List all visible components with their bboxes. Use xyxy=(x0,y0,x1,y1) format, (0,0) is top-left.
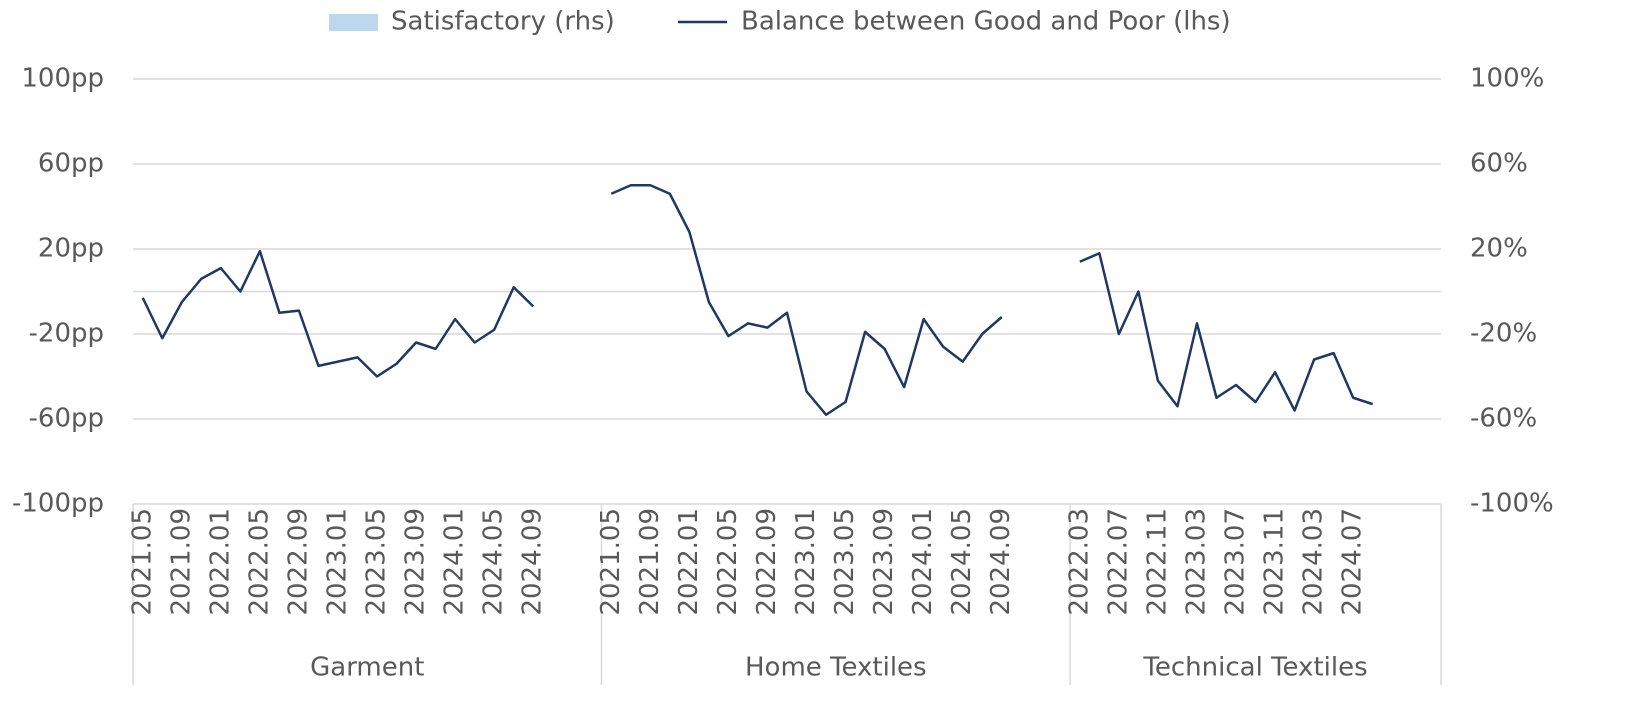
y2-tick-label: -100% xyxy=(1470,489,1554,519)
x-tick-label: 2024.05 xyxy=(947,508,977,616)
y-tick-label: -100pp xyxy=(12,489,104,519)
y2-tick-label: 100% xyxy=(1470,64,1544,94)
x-tick-label: 2024.01 xyxy=(440,508,470,616)
x-tick-label: 2023.07 xyxy=(1221,508,1251,616)
x-tick-label: 2023.01 xyxy=(791,508,821,616)
group-label: Home Textiles xyxy=(745,653,927,683)
x-tick-label: 2022.07 xyxy=(1103,508,1133,616)
x-tick-label: 2022.09 xyxy=(752,508,782,616)
y-tick-label: -60pp xyxy=(29,404,104,434)
x-tick-label: 2022.11 xyxy=(1142,508,1172,616)
x-tick-label: 2024.05 xyxy=(479,508,509,616)
x-tick-label: 2021.09 xyxy=(166,508,196,616)
legend-label: Satisfactory (rhs) xyxy=(391,7,615,37)
x-tick-label: 2022.09 xyxy=(283,508,313,616)
x-tick-label: 2021.09 xyxy=(635,508,665,616)
y-tick-label: 60pp xyxy=(38,149,104,179)
x-tick-label: 2024.07 xyxy=(1338,508,1368,616)
x-tick-label: 2023.05 xyxy=(830,508,860,616)
x-tick-label: 2021.05 xyxy=(127,508,157,616)
line xyxy=(610,184,1003,416)
y2-tick-label: 60% xyxy=(1470,149,1528,179)
x-tick-label: 2022.01 xyxy=(674,508,704,616)
x-tick-label: 2024.01 xyxy=(908,508,938,616)
x-tick-label: 2023.01 xyxy=(322,508,352,616)
x-tick-label: 2022.01 xyxy=(205,508,235,616)
x-tick-label: 2024.03 xyxy=(1299,508,1329,616)
y-tick-label: 20pp xyxy=(38,234,104,264)
group-label: Garment xyxy=(310,653,424,683)
x-tick-label: 2023.05 xyxy=(362,508,392,616)
x-tick-label: 2023.11 xyxy=(1260,508,1290,616)
x-tick-label: 2022.05 xyxy=(244,508,274,616)
x-tick-label: 2022.05 xyxy=(713,508,743,616)
y-tick-label: 100pp xyxy=(21,64,104,94)
legend-label: Balance between Good and Poor (lhs) xyxy=(741,7,1231,37)
y2-tick-label: 20% xyxy=(1470,234,1528,264)
line xyxy=(141,249,535,378)
y2-tick-label: -60% xyxy=(1470,404,1537,434)
group-label: Technical Textiles xyxy=(1142,653,1367,683)
legend-swatch xyxy=(329,14,378,31)
x-tick-label: 2021.05 xyxy=(596,508,626,616)
x-tick-label: 2024.09 xyxy=(986,508,1016,616)
y-tick-label: -20pp xyxy=(29,319,104,349)
y2-tick-label: -20% xyxy=(1470,319,1537,349)
x-tick-label: 2023.03 xyxy=(1181,508,1211,616)
x-tick-label: 2022.03 xyxy=(1064,508,1094,616)
line xyxy=(1079,252,1374,412)
x-tick-label: 2024.09 xyxy=(518,508,548,616)
x-tick-label: 2023.09 xyxy=(869,508,899,616)
x-tick-label: 2023.09 xyxy=(401,508,431,616)
